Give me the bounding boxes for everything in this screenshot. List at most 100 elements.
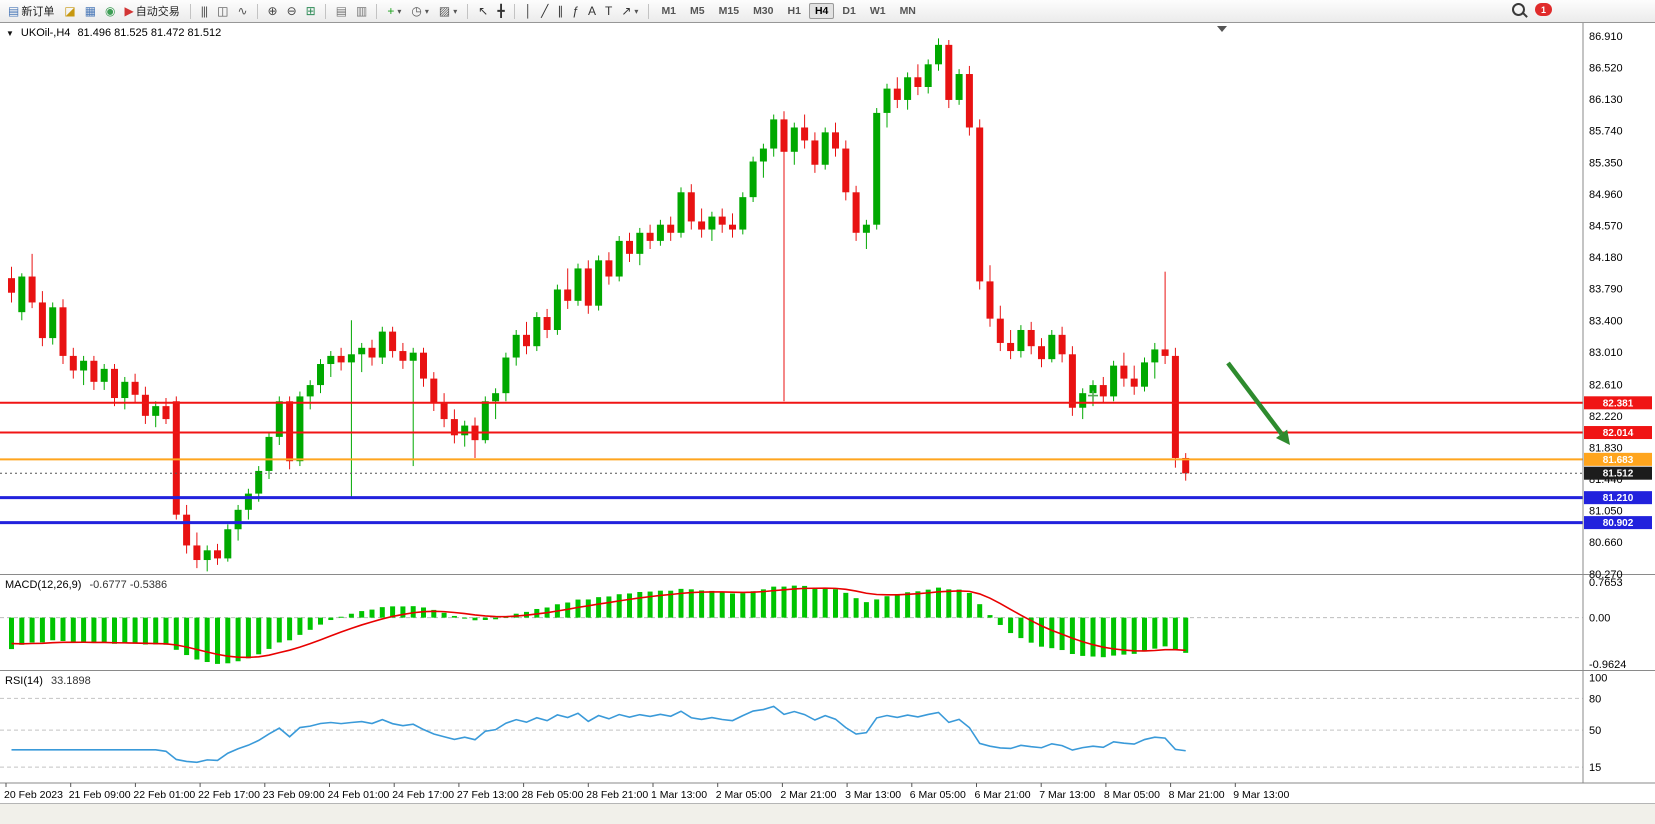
candle-body xyxy=(698,221,706,230)
candle-body xyxy=(667,224,675,233)
chart-profiles-button[interactable]: ◪ xyxy=(60,1,78,21)
candle-body xyxy=(337,355,345,363)
candle-body xyxy=(399,351,407,361)
macd-bar xyxy=(791,585,797,618)
timeframe-button-MN[interactable]: MN xyxy=(899,5,916,17)
autotrade-button[interactable]: ▶ 自动交易 xyxy=(121,1,184,21)
time-tick-label: 22 Feb 17:00 xyxy=(198,789,260,801)
rsi-scale-label: 50 xyxy=(1589,725,1601,737)
fibonacci-button[interactable]: ƒ xyxy=(568,1,582,21)
navigator-button[interactable]: ◉ xyxy=(101,1,118,21)
timeframe-button-H1[interactable]: H1 xyxy=(787,5,801,17)
candle-body xyxy=(1161,349,1169,356)
time-tick-label: 2 Mar 21:00 xyxy=(780,789,836,801)
market-watch-button[interactable]: ▦ xyxy=(81,1,99,21)
bar-chart-button[interactable]: ||| xyxy=(197,1,211,21)
timeframe-button-M15[interactable]: M15 xyxy=(718,5,740,17)
new-order-icon: ▤ xyxy=(8,4,19,18)
candle-body xyxy=(821,132,829,165)
timeframe-button-D1[interactable]: D1 xyxy=(842,5,856,17)
indicator-list-button[interactable]: ▤ xyxy=(332,1,350,21)
trend-arrow-annotation[interactable] xyxy=(1226,361,1284,436)
macd-bar xyxy=(1152,617,1158,649)
trendline-button[interactable]: ╱ xyxy=(537,1,551,21)
timeframe-button-W1[interactable]: W1 xyxy=(869,5,886,17)
zoom-in-button[interactable]: ⊕ xyxy=(264,1,281,21)
current-price-badge-label: 81.512 xyxy=(1603,469,1634,480)
macd-bar xyxy=(1049,617,1055,649)
macd-bar xyxy=(132,617,138,644)
dropdown-caret-icon[interactable]: ▾ xyxy=(397,6,402,16)
macd-bar xyxy=(1008,617,1014,634)
candle-body xyxy=(986,281,994,319)
macd-bar xyxy=(493,617,499,620)
vertical-line-button[interactable]: │ xyxy=(521,1,536,21)
macd-bar xyxy=(771,586,777,618)
macd-bar xyxy=(585,599,591,618)
candle-body xyxy=(1027,329,1035,347)
crosshair-button[interactable]: ╋ xyxy=(493,1,507,21)
arrows-button[interactable]: ↗ ▾ xyxy=(617,1,642,21)
templates-button[interactable]: ▨ ▾ xyxy=(435,1,461,21)
timeframe-button-H4[interactable]: H4 xyxy=(808,3,835,19)
timeframe-button-M30[interactable]: M30 xyxy=(753,5,774,17)
candle-body xyxy=(1120,365,1128,379)
candle-body xyxy=(1068,354,1076,408)
candle-body xyxy=(677,192,685,233)
macd-bar xyxy=(647,591,653,618)
candle-body xyxy=(1130,378,1138,387)
macd-bar xyxy=(1069,617,1075,655)
candle-body xyxy=(265,436,273,471)
text-label-button[interactable]: T xyxy=(601,1,615,21)
rsi-line xyxy=(11,705,1186,764)
tile-windows-button[interactable]: ⊞ xyxy=(302,1,319,21)
candle-body xyxy=(533,317,541,347)
candle-body xyxy=(183,514,191,546)
candlestick-chart-button[interactable]: ◫ xyxy=(213,1,231,21)
candle-body xyxy=(718,216,726,225)
time-tick-label: 6 Mar 21:00 xyxy=(975,789,1031,801)
candle-body xyxy=(90,360,98,382)
dropdown-caret-icon[interactable]: ▾ xyxy=(453,6,458,16)
macd-bar xyxy=(91,617,97,644)
macd-bar xyxy=(1028,617,1034,643)
dropdown-caret-icon[interactable]: ▾ xyxy=(424,6,429,16)
price-level-badge-label: 81.210 xyxy=(1603,493,1634,504)
macd-bar xyxy=(348,613,354,618)
periods-button[interactable]: ◷ ▾ xyxy=(407,1,433,21)
chart-shift-marker[interactable] xyxy=(1217,26,1227,32)
text-button[interactable]: A xyxy=(584,1,599,21)
add-indicator-button[interactable]: + ▾ xyxy=(383,1,405,21)
price-chart[interactable]: 86.910 86.520 86.130 85.740 85.350 84.960 84.5… xyxy=(0,23,1655,803)
chart-header: ▼ UKOil-,H4 81.496 81.525 81.472 81.512 xyxy=(6,27,221,39)
search-icon[interactable] xyxy=(1512,3,1525,16)
macd-bar xyxy=(1039,617,1044,647)
candle-body xyxy=(543,317,551,330)
macd-bar xyxy=(101,617,107,643)
rsi-value: 33.1898 xyxy=(50,675,91,687)
objects-list-button[interactable]: ▥ xyxy=(352,1,370,21)
candle-body xyxy=(842,148,850,193)
macd-bar xyxy=(956,589,962,618)
window-bottom-strip xyxy=(0,803,1655,824)
candle-body xyxy=(1038,346,1045,360)
objects-list-icon: ▥ xyxy=(356,4,367,18)
new-order-button[interactable]: ▤ 新订单 xyxy=(4,1,58,21)
cursor-button[interactable]: ↖ xyxy=(474,1,491,21)
one-click-trading-toggle[interactable]: ▼ xyxy=(6,28,14,38)
timeframe-button-M5[interactable]: M5 xyxy=(690,5,705,17)
candle-body xyxy=(18,276,26,313)
channel-button[interactable]: ∥ xyxy=(553,1,566,21)
macd-bar xyxy=(1172,617,1178,650)
dropdown-caret-icon[interactable]: ▾ xyxy=(634,6,639,16)
add-indicator-icon: + xyxy=(387,4,394,18)
timeframe-button-M1[interactable]: M1 xyxy=(661,5,677,17)
macd-bar xyxy=(812,587,818,618)
toolbar-separator xyxy=(189,3,191,19)
time-tick-label: 8 Mar 21:00 xyxy=(1169,789,1225,801)
candle-body xyxy=(636,232,644,254)
zoom-out-button[interactable]: ⊖ xyxy=(283,1,300,21)
periods-icon: ◷ xyxy=(411,4,422,18)
notification-badge[interactable]: 1 xyxy=(1535,3,1552,16)
line-chart-button[interactable]: ∿ xyxy=(233,1,250,21)
